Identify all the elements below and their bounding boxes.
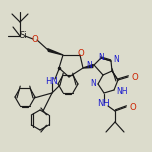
Polygon shape [83,65,93,68]
Text: N: N [86,62,92,71]
Polygon shape [48,49,63,55]
Text: O: O [32,35,38,43]
Text: O: O [130,102,137,112]
Text: O: O [78,50,84,59]
Text: O: O [132,73,139,81]
Text: HN: HN [46,76,58,85]
Text: NH: NH [98,100,110,109]
Text: NH: NH [116,86,128,95]
Text: N: N [113,55,119,64]
Text: N: N [98,52,104,62]
Text: Si: Si [19,31,27,40]
Text: N: N [90,79,96,88]
